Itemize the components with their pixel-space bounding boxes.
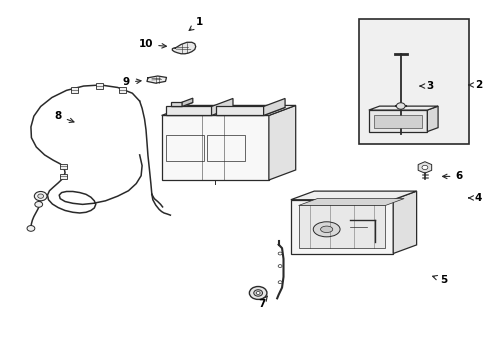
Polygon shape: [182, 98, 192, 107]
Ellipse shape: [320, 226, 332, 233]
Circle shape: [34, 192, 47, 201]
Polygon shape: [161, 105, 295, 116]
Circle shape: [421, 165, 427, 170]
Polygon shape: [171, 102, 182, 107]
Circle shape: [253, 290, 262, 296]
Polygon shape: [216, 107, 263, 116]
Bar: [298, 206, 385, 248]
Polygon shape: [427, 106, 437, 132]
Polygon shape: [216, 107, 285, 116]
Bar: [60, 174, 66, 179]
Polygon shape: [368, 110, 427, 132]
Polygon shape: [166, 107, 211, 116]
Circle shape: [278, 265, 282, 267]
Bar: [206, 135, 245, 161]
Text: 3: 3: [419, 81, 432, 91]
Polygon shape: [161, 116, 268, 180]
Polygon shape: [166, 107, 232, 116]
Text: 9: 9: [122, 77, 141, 87]
Polygon shape: [268, 105, 295, 180]
Polygon shape: [290, 200, 392, 253]
Text: 10: 10: [139, 40, 166, 49]
Bar: [60, 163, 66, 169]
Ellipse shape: [313, 222, 339, 237]
Text: 5: 5: [432, 275, 446, 285]
Polygon shape: [172, 42, 195, 54]
Bar: [71, 87, 78, 93]
Polygon shape: [392, 191, 416, 253]
Circle shape: [278, 281, 282, 284]
Polygon shape: [368, 106, 437, 110]
Polygon shape: [171, 103, 192, 107]
Circle shape: [38, 194, 43, 198]
Text: 1: 1: [189, 17, 203, 31]
Circle shape: [256, 292, 260, 294]
Text: 4: 4: [468, 193, 481, 203]
Text: 6: 6: [442, 171, 462, 181]
Bar: [119, 87, 126, 93]
Circle shape: [396, 103, 405, 109]
Polygon shape: [290, 191, 416, 200]
Bar: [166, 135, 203, 161]
Circle shape: [35, 202, 42, 207]
Bar: [373, 115, 422, 128]
Polygon shape: [263, 98, 285, 116]
Circle shape: [249, 287, 266, 300]
Bar: [96, 83, 102, 89]
Text: 2: 2: [468, 80, 481, 90]
Text: 7: 7: [257, 296, 267, 309]
Circle shape: [27, 226, 35, 231]
Text: 8: 8: [55, 111, 74, 122]
Polygon shape: [211, 98, 232, 116]
Circle shape: [278, 252, 282, 255]
Polygon shape: [298, 199, 403, 206]
Bar: [358, 19, 468, 144]
Polygon shape: [147, 76, 166, 83]
